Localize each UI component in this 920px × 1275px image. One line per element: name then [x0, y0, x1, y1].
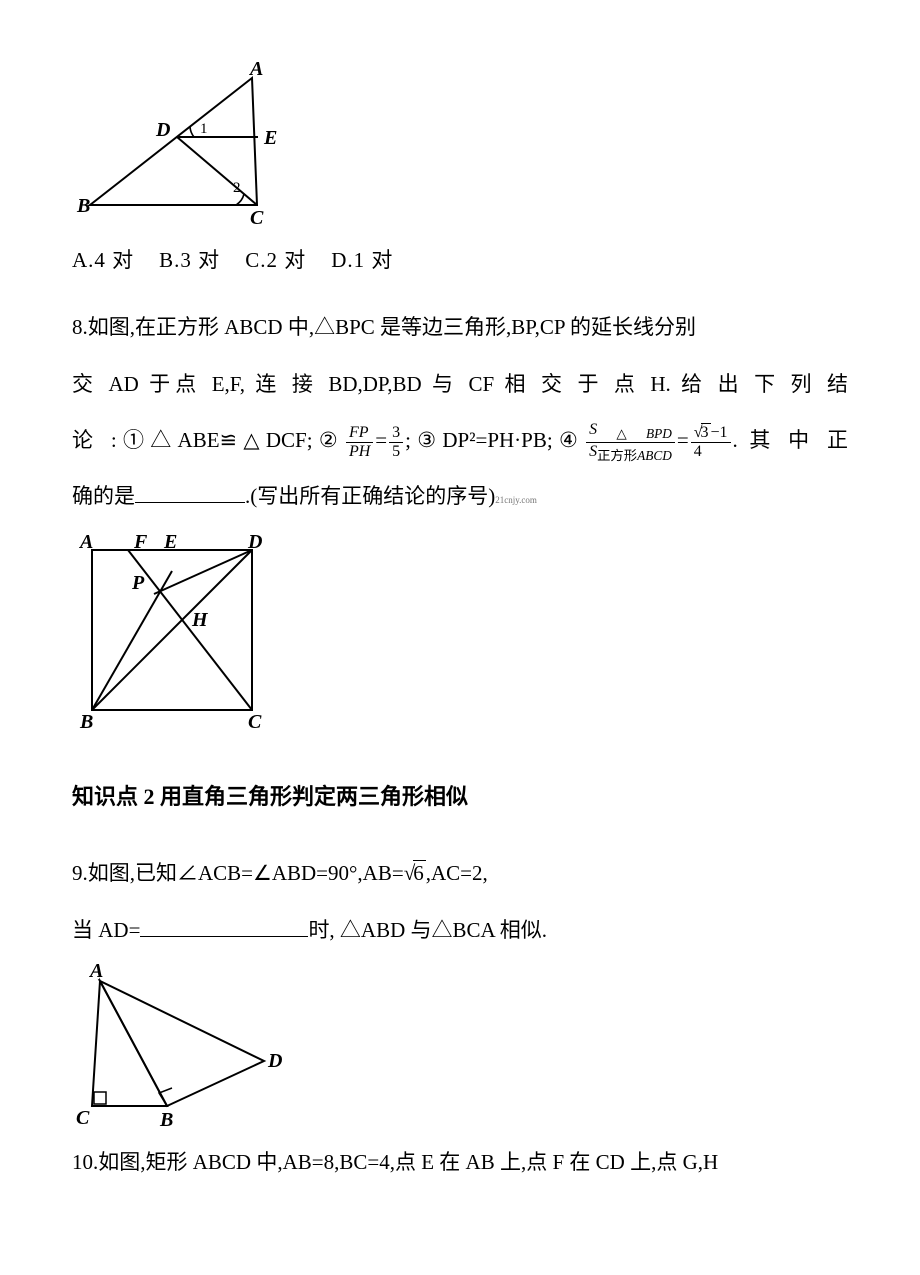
figure1-angle-1: 1 [200, 121, 208, 137]
q9-answer-blank [140, 916, 308, 937]
figure1-label-C: C [250, 207, 264, 229]
q8-fraction-2-lhs: S△BPDS正方形ABCD [586, 421, 675, 464]
q8-line1: 8.如图,在正方形 ABCD 中,△BPC 是等边三角形,BP,CP 的延长线分… [72, 302, 848, 352]
figure3-label-A: A [88, 961, 103, 982]
figure3-label-B: B [159, 1109, 173, 1131]
figure2-label-P: P [131, 572, 145, 594]
q8-fraction-1-lhs: FPPH [346, 424, 373, 460]
q8-line4-post: .(写出所有正确结论的序号) [245, 484, 495, 508]
figure2-label-C: C [248, 711, 262, 730]
q9-line1: 9.如图,已知∠ACB=∠ABD=90°,AB=6,AC=2, [72, 848, 848, 898]
q8-fraction-1-rhs: 35 [389, 424, 403, 460]
q8-line3-mid: ;③DP²=PH·PB;④ [405, 428, 584, 452]
q8-line3: 论 :①△ABE≌△DCF;②FPPH=35;③DP²=PH·PB;④S△BPD… [72, 415, 848, 465]
figure1-label-A: A [248, 60, 263, 80]
section-heading-kp2: 知识点 2 用直角三角形判定两三角形相似 [72, 772, 848, 823]
q7-answer-choices: A.4 对 B.3 对 C.2 对 D.1 对 [72, 236, 848, 284]
q9-line2: 当 AD= 时, △ABD 与△BCA 相似. [72, 905, 848, 955]
q8-line2: 交 AD 于点 E,F, 连 接 BD,DP,BD 与 CF 相 交 于 点 H… [72, 359, 848, 409]
q8-line3-pre: 论 :①△ABE≌△DCF;② [72, 428, 344, 452]
q9-line2-post: 时, △ABD 与△BCA 相似. [308, 918, 547, 942]
figure1-angle-2: 2 [233, 180, 241, 196]
figure3-label-D: D [267, 1050, 282, 1072]
q8-answer-blank [135, 483, 245, 504]
figure1-label-E: E [263, 127, 277, 149]
q7-choice-D: D.1 对 [331, 248, 393, 272]
figure-triangle-ade-abc: A B C D E 1 2 [72, 60, 302, 230]
q10-line1: 10.如图,矩形 ABCD 中,AB=8,BC=4,点 E 在 AB 上,点 F… [72, 1137, 848, 1187]
q9-line1-pre: 9.如图,已知∠ACB=∠ABD=90°,AB= [72, 861, 404, 885]
q8-watermark: 21cnjy.com [495, 495, 537, 505]
q9-line1-post: ,AC=2, [426, 861, 488, 885]
q8-line4: 确的是 .(写出所有正确结论的序号)21cnjy.com [72, 471, 848, 521]
q8-fraction-2-rhs: 3−14 [691, 424, 731, 460]
figure-right-triangles-abd-bca: A C B D [72, 961, 302, 1131]
figure1-label-D: D [155, 119, 170, 141]
q9-sqrt6: 6 [404, 848, 426, 898]
figure-square-bpc: A D B C F E P H [72, 530, 272, 730]
q8-line3-tail: . 其 中 正 [733, 428, 848, 452]
figure2-label-H: H [191, 609, 209, 631]
figure2-label-E: E [163, 531, 177, 553]
q9-line2-pre: 当 AD= [72, 918, 140, 942]
q7-choice-B: B.3 对 [159, 248, 220, 272]
q7-choice-A: A.4 对 [72, 248, 134, 272]
figure2-label-D: D [247, 531, 262, 553]
figure1-label-B: B [76, 195, 90, 217]
q7-choice-C: C.2 对 [245, 248, 306, 272]
figure2-label-B: B [79, 711, 93, 730]
figure2-label-F: F [133, 531, 148, 553]
figure2-label-A: A [78, 531, 93, 553]
figure3-label-C: C [76, 1107, 90, 1129]
q8-line4-pre: 确的是 [72, 484, 135, 508]
